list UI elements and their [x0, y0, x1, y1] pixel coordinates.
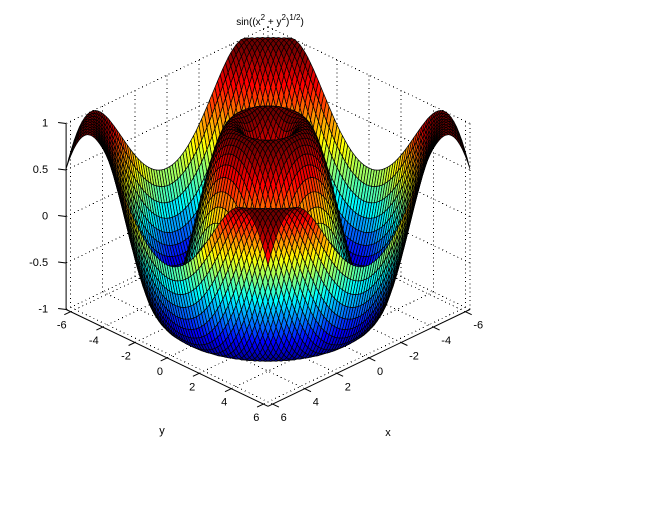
- svg-text:1: 1: [42, 118, 48, 130]
- svg-text:-4: -4: [441, 335, 451, 347]
- svg-text:0: 0: [42, 211, 48, 223]
- svg-text:x: x: [385, 427, 391, 439]
- svg-text:0: 0: [377, 366, 383, 378]
- svg-text:0: 0: [157, 366, 163, 378]
- svg-text:4: 4: [313, 397, 319, 409]
- svg-text:-0.5: -0.5: [29, 257, 48, 269]
- svg-text:-2: -2: [409, 351, 419, 363]
- svg-text:-4: -4: [89, 335, 99, 347]
- svg-text:2: 2: [189, 381, 195, 393]
- svg-text:-6: -6: [57, 320, 67, 332]
- svg-text:-6: -6: [473, 320, 483, 332]
- svg-text:-1: -1: [38, 304, 48, 316]
- svg-text:6: 6: [281, 412, 287, 424]
- svg-text:0.5: 0.5: [33, 164, 48, 176]
- svg-text:-2: -2: [121, 351, 131, 363]
- svg-text:6: 6: [253, 412, 259, 424]
- svg-text:sin((x2 + y2)1/2): sin((x2 + y2)1/2): [236, 13, 304, 28]
- svg-text:2: 2: [345, 381, 351, 393]
- svg-text:y: y: [159, 425, 165, 437]
- svg-text:4: 4: [221, 397, 227, 409]
